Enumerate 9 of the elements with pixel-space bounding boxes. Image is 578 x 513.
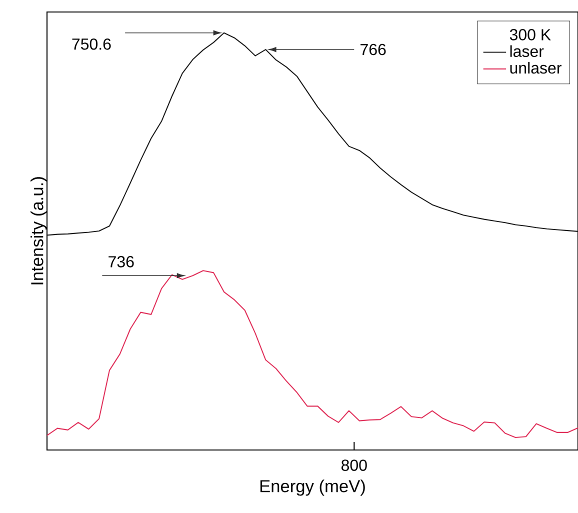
legend-title: 300 K bbox=[510, 29, 551, 40]
x-axis-title: Energy (meV) bbox=[260, 480, 365, 496]
annotation: 766 bbox=[360, 44, 386, 56]
legend-label: unlaser bbox=[510, 62, 562, 74]
y-axis-title: Intensity (a.u.) bbox=[30, 177, 47, 284]
annotation: 736 bbox=[108, 256, 134, 268]
annotation: 750.6 bbox=[72, 38, 111, 50]
legend-label: laser bbox=[510, 45, 544, 57]
text: 800 bbox=[341, 460, 367, 471]
